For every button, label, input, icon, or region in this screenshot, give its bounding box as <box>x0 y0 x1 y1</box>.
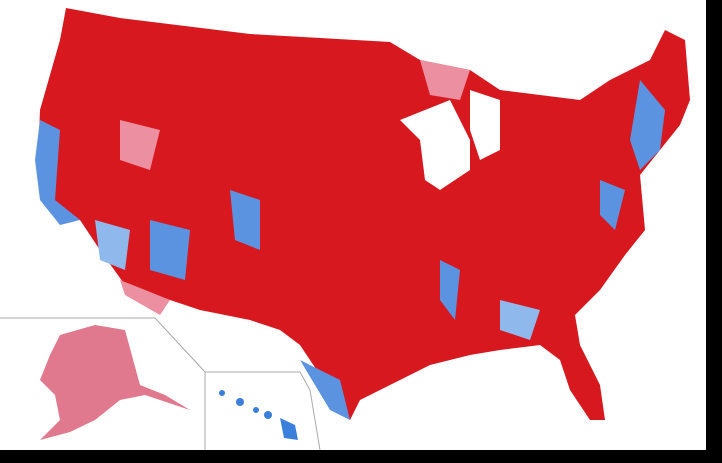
southwest <box>150 220 190 280</box>
west-coast <box>35 120 80 225</box>
mid-atlantic <box>600 180 625 230</box>
hawaii-inset-border <box>205 371 321 451</box>
arizona <box>120 280 170 315</box>
colorado <box>230 190 260 250</box>
oregon-idaho <box>120 120 160 170</box>
southeast <box>500 300 540 340</box>
hawaii <box>219 390 298 440</box>
island <box>264 411 272 419</box>
blue-areas <box>35 80 665 420</box>
island <box>236 398 244 406</box>
upper-midwest <box>420 60 470 100</box>
lake-michigan <box>470 90 500 160</box>
pink-areas <box>120 60 470 315</box>
mississippi-delta <box>440 260 460 320</box>
new-england <box>630 80 665 170</box>
insets <box>0 317 321 451</box>
alaska-inset-border <box>0 317 206 450</box>
south-texas <box>300 360 350 420</box>
island <box>219 390 225 396</box>
nevada <box>95 220 130 270</box>
island <box>253 407 259 413</box>
alaska <box>40 325 190 440</box>
great-lakes <box>400 100 470 190</box>
big-island <box>280 418 298 440</box>
